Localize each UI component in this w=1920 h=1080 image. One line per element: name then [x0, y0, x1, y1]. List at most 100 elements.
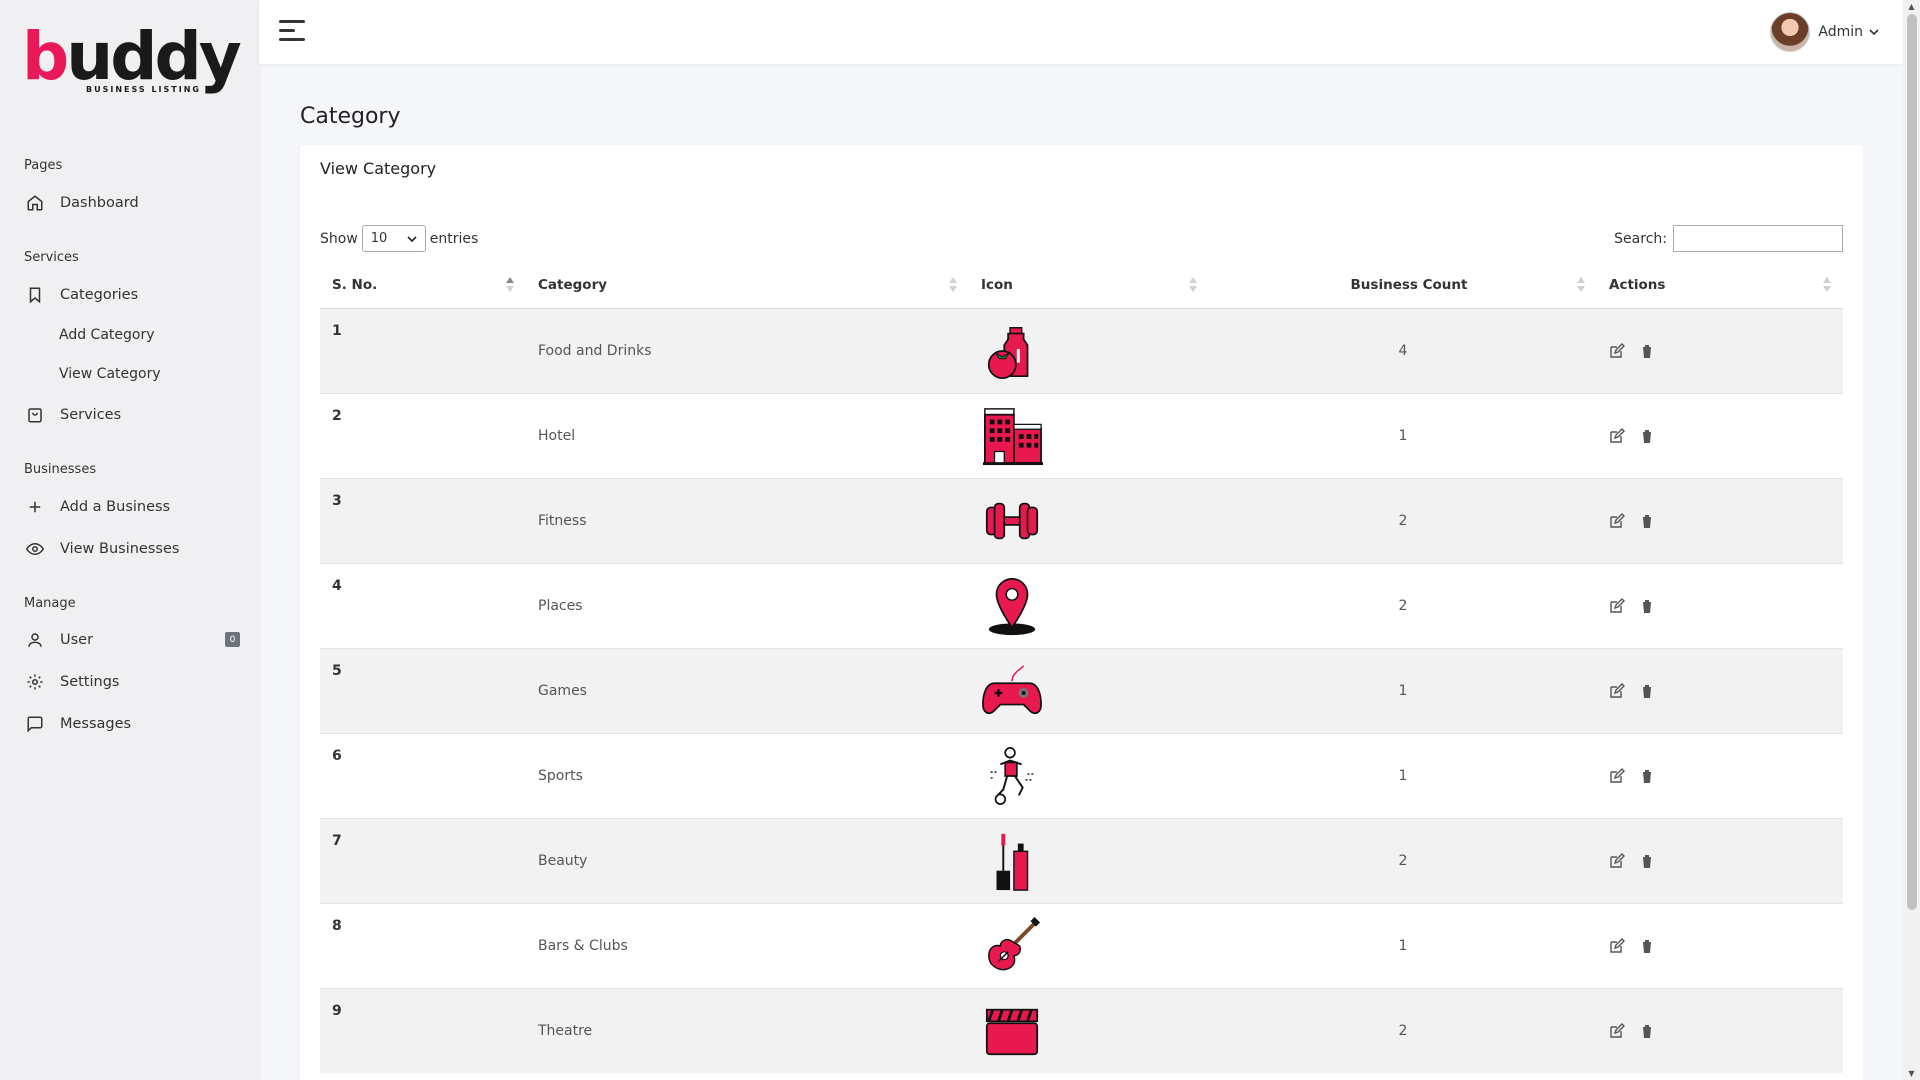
table-row: 3 Fitness 2 [320, 477, 1843, 563]
user-menu[interactable]: Admin [1770, 12, 1879, 52]
row-icon-cell [969, 817, 1209, 903]
row-category: Sports [526, 732, 969, 818]
logo-b: b [22, 18, 69, 95]
edit-icon[interactable] [1609, 852, 1625, 869]
col-business-count[interactable]: Business Count [1209, 262, 1597, 309]
entries-label: entries [429, 230, 479, 247]
card-title: View Category [320, 159, 437, 178]
gear-icon [24, 671, 46, 693]
sidebar-item-settings[interactable]: Settings [24, 667, 240, 697]
edit-icon[interactable] [1609, 342, 1625, 359]
col-sno[interactable]: S. No. [320, 262, 526, 309]
sidebar-item-dashboard[interactable]: Dashboard [24, 188, 240, 218]
col-business-count-label: Business Count [1350, 276, 1468, 293]
sort-icon [1823, 277, 1831, 293]
clapperboard-icon [985, 1008, 1039, 1055]
table-row: 4 Places 2 [320, 562, 1843, 648]
row-actions [1597, 477, 1843, 563]
topbar: Admin [259, 0, 1903, 64]
message-square-icon [24, 713, 46, 735]
buddy-logo[interactable]: buddy BUSINESS LISTING [22, 24, 242, 102]
row-sno: 3 [320, 477, 526, 563]
chevron-down-icon [407, 235, 417, 242]
edit-icon[interactable] [1609, 427, 1625, 444]
sidebar-item-add-category[interactable]: Add Category [59, 327, 155, 343]
row-count: 2 [1209, 987, 1597, 1073]
sort-icon [506, 277, 514, 293]
edit-icon[interactable] [1609, 767, 1625, 784]
sidebar-item-services[interactable]: Services [24, 400, 240, 430]
row-count: 2 [1209, 477, 1597, 563]
trash-icon[interactable] [1639, 853, 1655, 869]
scroll-up-icon[interactable]: ▲ [1908, 2, 1915, 11]
user-name: Admin [1818, 24, 1863, 40]
row-category: Bars & Clubs [526, 902, 969, 988]
col-sno-label: S. No. [332, 276, 378, 293]
sidebar-item-messages[interactable]: Messages [24, 709, 240, 739]
user-icon [24, 629, 46, 651]
scroll-down-icon[interactable]: ▼ [1908, 1069, 1915, 1078]
edit-icon[interactable] [1609, 1022, 1625, 1039]
section-manage: Manage [24, 596, 76, 611]
row-category: Games [526, 647, 969, 733]
row-sno: 1 [320, 307, 526, 393]
row-actions [1597, 647, 1843, 733]
trash-icon[interactable] [1639, 768, 1655, 784]
row-actions [1597, 902, 1843, 988]
map-pin-icon [988, 577, 1036, 635]
sidebar-item-view-businesses[interactable]: View Businesses [24, 534, 240, 564]
edit-icon[interactable] [1609, 682, 1625, 699]
row-sno: 6 [320, 732, 526, 818]
sort-icon [1189, 277, 1197, 293]
table-header-row: S. No. Category Icon Business Count Acti… [320, 262, 1843, 309]
sidebar: buddy BUSINESS LISTING Pages Dashboard S… [0, 0, 259, 1080]
row-icon-cell [969, 392, 1209, 478]
trash-icon[interactable] [1639, 343, 1655, 359]
sidebar-item-categories[interactable]: Categories [24, 280, 240, 310]
sidebar-label-services: Services [60, 407, 122, 423]
trash-icon[interactable] [1639, 513, 1655, 529]
plus-icon [24, 496, 46, 518]
entries-select[interactable]: 10 [361, 225, 426, 252]
edit-icon[interactable] [1609, 937, 1625, 954]
edit-icon[interactable] [1609, 597, 1625, 614]
menu-toggle-icon[interactable] [279, 20, 305, 44]
sidebar-item-user[interactable]: User 0 [24, 625, 240, 655]
home-icon [24, 192, 46, 214]
trash-icon[interactable] [1639, 428, 1655, 444]
edit-icon[interactable] [1609, 512, 1625, 529]
page-scrollbar[interactable]: ▲ ▼ [1903, 0, 1920, 1080]
show-label: Show [320, 230, 358, 247]
row-count: 1 [1209, 902, 1597, 988]
hotel-icon [982, 407, 1043, 465]
row-sno: 4 [320, 562, 526, 648]
trash-icon[interactable] [1639, 938, 1655, 954]
row-count: 1 [1209, 732, 1597, 818]
logo-rest: uddy [66, 18, 241, 95]
table-row: 6 Sports 1 [320, 732, 1843, 818]
scrollbar-thumb[interactable] [1907, 14, 1917, 910]
trash-icon[interactable] [1639, 598, 1655, 614]
sidebar-item-add-business[interactable]: Add a Business [24, 492, 240, 522]
sidebar-item-view-category[interactable]: View Category [59, 366, 161, 382]
table-row: 7 Beauty 2 [320, 817, 1843, 903]
sidebar-label-view-businesses: View Businesses [60, 541, 180, 557]
row-actions [1597, 307, 1843, 393]
category-table: S. No. Category Icon Business Count Acti… [320, 262, 1843, 1073]
col-icon[interactable]: Icon [969, 262, 1209, 309]
row-actions [1597, 732, 1843, 818]
search-input[interactable] [1673, 225, 1843, 252]
table-row: 5 Games 1 [320, 647, 1843, 733]
trash-icon[interactable] [1639, 1023, 1655, 1039]
table-search: Search: [1614, 225, 1843, 252]
page-title: Category [300, 104, 401, 129]
row-sno: 5 [320, 647, 526, 733]
col-actions[interactable]: Actions [1597, 262, 1843, 309]
avatar [1770, 12, 1811, 52]
sidebar-label-categories: Categories [60, 287, 139, 303]
row-actions [1597, 562, 1843, 648]
table-row: 1 Food and Drinks 4 [320, 307, 1843, 393]
trash-icon[interactable] [1639, 683, 1655, 699]
col-category[interactable]: Category [526, 262, 969, 309]
bookmark-icon [24, 284, 46, 306]
